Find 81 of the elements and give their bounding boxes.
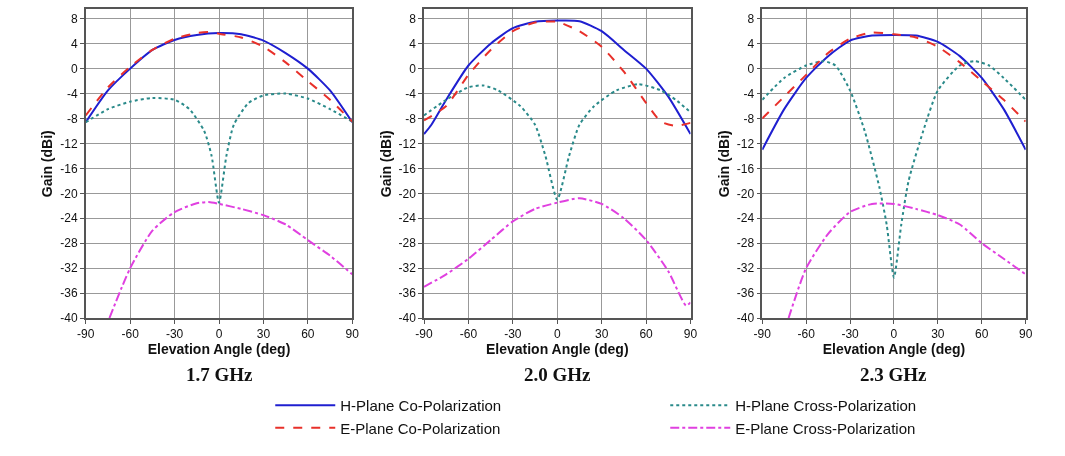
y-tick-label: -16 [398,161,417,176]
text: 2.0 GHz [524,364,592,385]
x-axis-title: Elevation Angle (deg) [485,341,629,358]
y-tick-label: 8 [747,11,755,26]
y-tick-label: 4 [747,36,755,51]
y-axis-title: Gain (dBi) [377,130,394,198]
line-series [424,197,691,307]
y-tick-label: 8 [70,11,78,26]
y-tick-label: -32 [398,261,417,276]
y-tick-label: -8 [66,111,78,126]
line-series [108,201,353,319]
legend-label: H-Plane Co-Polarization [340,397,502,415]
y-tick-label: -12 [736,136,755,151]
y-tick-label: -12 [60,136,78,151]
y-tick-label: -8 [743,111,755,126]
y-axis-title: Gain (dBi) [715,130,732,198]
text: 2.3 GHz [860,364,928,385]
line-series [762,60,1026,279]
y-tick-label: -24 [60,211,78,226]
x-axis-title: Elevation Angle (deg) [822,341,966,358]
y-tick-label: -40 [736,311,755,326]
x-tick-label: -30 [504,327,522,342]
y-tick-label: -28 [736,236,755,251]
x-tick-label: -90 [415,327,433,342]
x-tick-label: 0 [553,327,561,342]
x-tick-label: -60 [797,327,816,342]
x-tick-label: 0 [890,327,898,342]
legend-label: H-Plane Cross-Polarization [735,397,917,415]
y-tick-label: -28 [60,236,78,251]
y-tick-label: 4 [409,36,417,51]
x-tick-label: -90 [77,327,95,342]
y-tick-label: -4 [405,86,417,101]
y-tick-label: -20 [736,186,755,201]
y-tick-label: -28 [398,236,417,251]
x-tick-label: -60 [121,327,140,342]
x-tick-label: 60 [639,327,654,342]
y-tick-label: -16 [60,161,78,176]
y-tick-label: 0 [747,61,755,76]
text: 1.7 GHz [186,364,254,385]
x-tick-label: -60 [459,327,478,342]
y-tick-label: 0 [409,61,417,76]
y-tick-label: -20 [60,186,78,201]
y-tick-label: -36 [736,286,755,301]
y-tick-label: 0 [70,61,78,76]
y-tick-label: -4 [743,86,755,101]
y-tick-label: -32 [736,261,755,276]
y-tick-label: -32 [60,261,78,276]
y-tick-label: -4 [66,86,78,101]
x-tick-label: 30 [594,327,609,342]
y-tick-label: -40 [60,311,78,326]
legend-label: E-Plane Co-Polarization [340,419,501,437]
y-tick-label: -36 [60,286,78,301]
x-tick-label: -90 [753,327,772,342]
y-tick-label: -16 [736,161,755,176]
x-tick-label: 30 [256,327,271,342]
line-series [424,83,691,201]
y-tick-label: 8 [409,11,417,26]
y-tick-label: -12 [398,136,417,151]
x-tick-label: 90 [1019,327,1033,342]
line-series [787,202,1026,319]
line-series [85,92,353,204]
legend-label: E-Plane Cross-Polarization [735,419,916,437]
x-tick-label: 60 [301,327,315,342]
y-tick-label: 4 [70,36,78,51]
x-tick-label: 90 [345,327,360,342]
x-tick-label: -30 [165,327,184,342]
x-tick-label: -30 [841,327,860,342]
x-tick-label: 90 [683,327,698,342]
x-tick-label: 60 [975,327,989,342]
y-tick-label: -20 [398,186,417,201]
y-tick-label: -8 [405,111,417,126]
y-tick-label: -24 [736,211,755,226]
line-series [762,33,1026,151]
y-axis-title: Gain (dBi) [39,130,56,198]
x-tick-label: 0 [215,327,223,342]
x-tick-label: 30 [931,327,945,342]
x-axis-title: Elevation Angle (deg) [147,341,291,358]
line-series [762,31,1026,123]
y-tick-label: -24 [398,211,417,226]
y-tick-label: -36 [398,286,417,301]
y-tick-label: -40 [398,311,417,326]
